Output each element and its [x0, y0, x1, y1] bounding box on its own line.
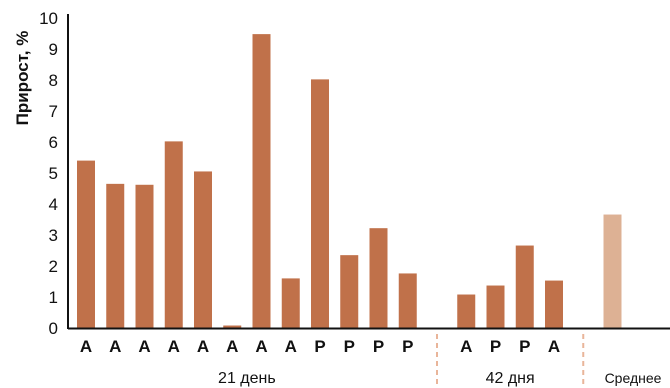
y-tick-label: 5: [49, 164, 58, 183]
y-tick-label: 4: [49, 195, 58, 214]
bar: [135, 184, 154, 328]
bar: [545, 280, 563, 328]
category-label: А: [285, 337, 297, 356]
category-label: А: [226, 337, 238, 356]
y-tick-label: 1: [49, 288, 58, 307]
bar: [311, 79, 329, 328]
bar: [486, 285, 505, 328]
y-tick-label: 6: [49, 133, 58, 152]
group-separators: [436, 334, 585, 388]
y-axis-label: Прирост, %: [13, 31, 32, 126]
bar: [252, 34, 271, 329]
category-label: А: [255, 337, 267, 356]
y-tick-label: 0: [49, 319, 58, 338]
bars: [77, 34, 622, 329]
bar: [457, 294, 476, 328]
bar: [223, 325, 242, 328]
group-label: Среднее: [605, 370, 662, 386]
category-label: Р: [402, 337, 413, 356]
bar: [106, 183, 125, 328]
bar: [164, 141, 183, 328]
bar: [77, 160, 95, 328]
category-label: А: [109, 337, 121, 356]
bar: [194, 171, 212, 328]
group-label: 21 день: [218, 370, 276, 387]
bar: [281, 278, 300, 328]
group-label: 42 дня: [486, 370, 535, 387]
y-tick-label: 9: [49, 40, 58, 59]
category-label: А: [80, 337, 92, 356]
y-tick-label: 2: [49, 257, 58, 276]
category-label: Р: [344, 337, 355, 356]
bar-average: [603, 214, 622, 328]
bar: [340, 255, 359, 328]
y-tick-label: 3: [49, 226, 58, 245]
category-label: Р: [373, 337, 384, 356]
category-label: Р: [490, 337, 501, 356]
category-label: А: [460, 337, 472, 356]
category-label: Р: [519, 337, 530, 356]
y-tick-label: 7: [49, 102, 58, 121]
category-label: А: [168, 337, 180, 356]
bar: [398, 273, 417, 328]
bar: [369, 228, 388, 328]
y-tick-label: 10: [39, 9, 58, 28]
category-label: А: [138, 337, 150, 356]
category-label: А: [548, 337, 560, 356]
y-tick-label: 8: [49, 71, 58, 90]
category-label: Р: [314, 337, 325, 356]
bar: [515, 245, 534, 328]
y-tick-labels: 0 1 2 3 4 5 6 7 8 9 10: [39, 9, 58, 338]
group-labels: 21 день 42 дня Среднее: [218, 370, 662, 387]
category-label: А: [197, 337, 209, 356]
